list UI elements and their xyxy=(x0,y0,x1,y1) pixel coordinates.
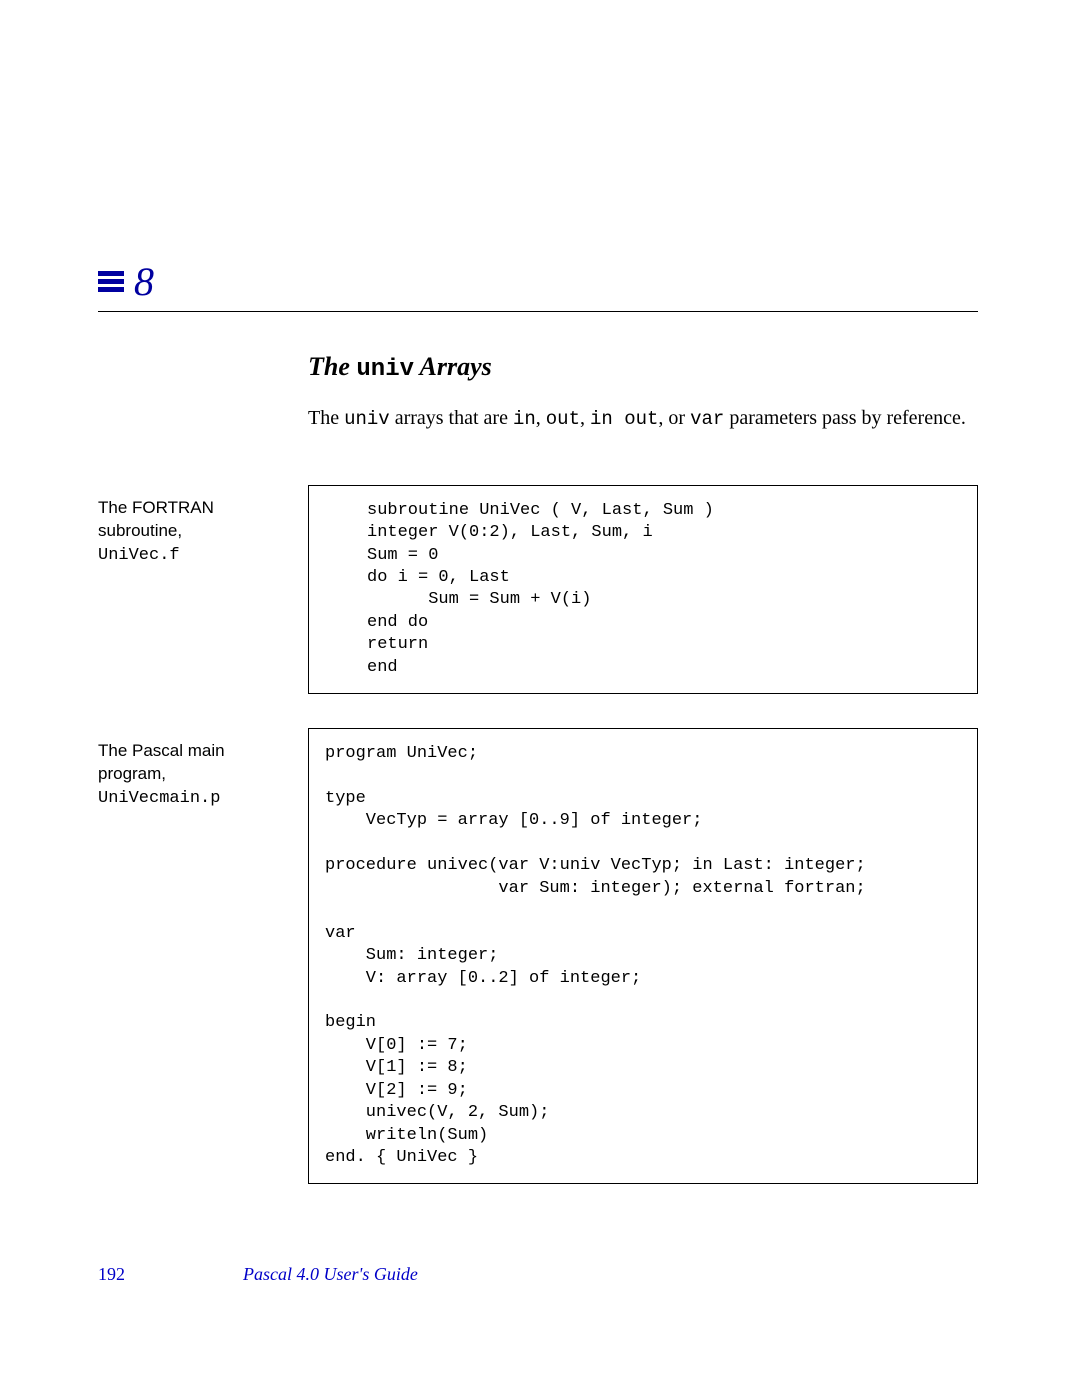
example-fortran-label: The FORTRAN subroutine, UniVec.f xyxy=(98,485,308,568)
example-fortran-caption: The FORTRAN subroutine, xyxy=(98,498,214,540)
page-number: 192 xyxy=(98,1264,125,1285)
example-fortran: The FORTRAN subroutine, UniVec.f subrout… xyxy=(98,485,978,695)
intro-t5: , or xyxy=(658,407,690,429)
intro-t2: arrays that are xyxy=(390,407,513,429)
footer-title: Pascal 4.0 User's Guide xyxy=(243,1264,418,1285)
intro-t6: parameters pass by reference. xyxy=(724,407,966,429)
example-pascal: The Pascal main program, UniVecmain.p pr… xyxy=(98,728,978,1184)
intro-code-var: var xyxy=(690,408,724,430)
intro-t4: , xyxy=(580,407,590,429)
page-footer: 192 Pascal 4.0 User's Guide xyxy=(98,1264,978,1285)
intro-paragraph: The univ arrays that are in, out, in out… xyxy=(308,405,968,433)
chapter-number: 8 xyxy=(134,258,154,305)
code-box-fortran: subroutine UniVec ( V, Last, Sum ) integ… xyxy=(308,485,978,695)
example-fortran-filename: UniVec.f xyxy=(98,546,180,565)
section-title: The univ Arrays xyxy=(308,352,968,383)
chapter-rule xyxy=(98,311,978,312)
intro-t1: The xyxy=(308,407,344,429)
intro-code-in: in xyxy=(513,408,536,430)
intro-code-univ: univ xyxy=(344,408,390,430)
chapter-header: 8 xyxy=(98,258,978,305)
example-pascal-filename: UniVecmain.p xyxy=(98,789,220,808)
example-pascal-caption: The Pascal main program, xyxy=(98,741,225,783)
section-title-suffix: Arrays xyxy=(414,352,492,381)
intro-t3: , xyxy=(536,407,546,429)
chapter-bars-icon xyxy=(98,269,124,295)
section-title-code: univ xyxy=(356,356,414,383)
section-title-prefix: The xyxy=(308,352,356,381)
code-box-pascal: program UniVec; type VecTyp = array [0..… xyxy=(308,728,978,1184)
intro-code-out: out xyxy=(546,408,580,430)
example-pascal-label: The Pascal main program, UniVecmain.p xyxy=(98,728,308,811)
intro-code-inout: in out xyxy=(590,408,658,430)
